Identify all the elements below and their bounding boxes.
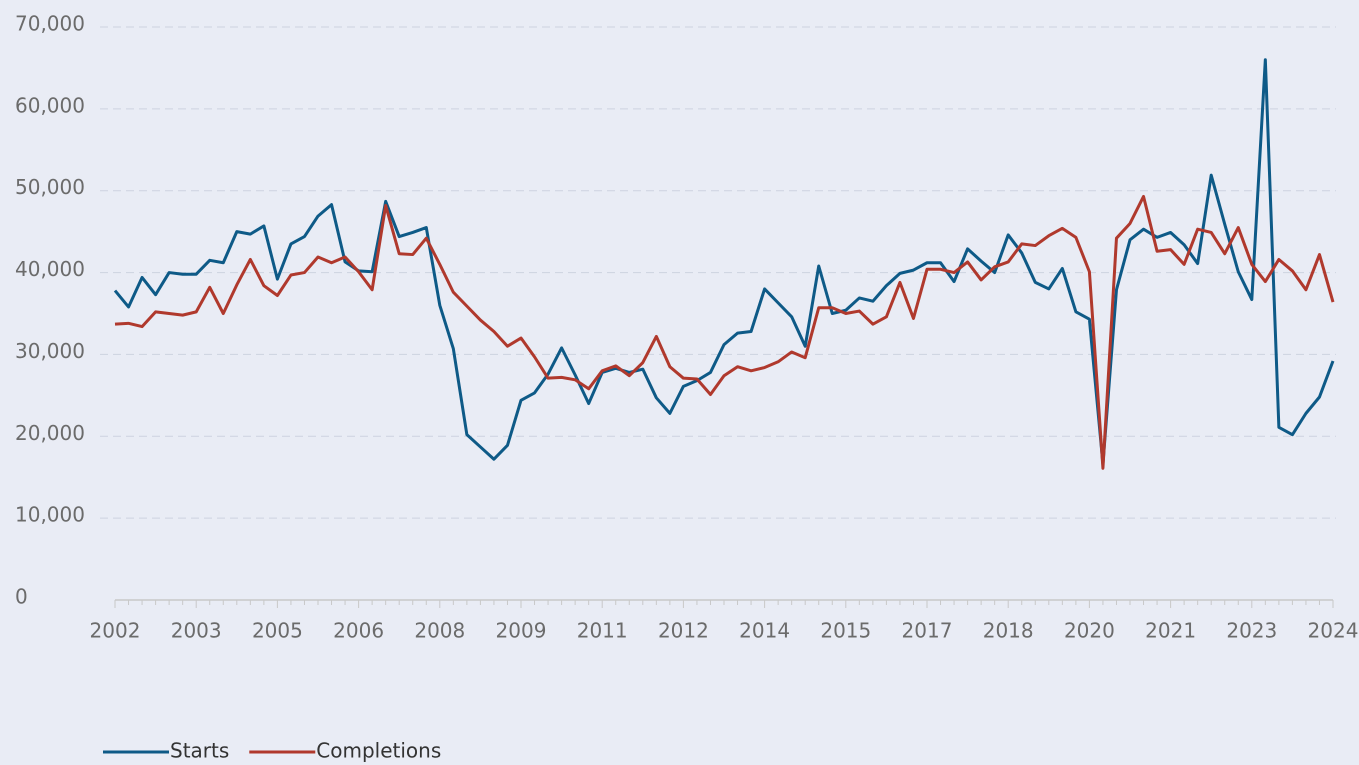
y-tick-label: 30,000 — [15, 339, 85, 363]
x-tick-label: 2009 — [496, 619, 547, 643]
y-tick-label: 10,000 — [15, 503, 85, 527]
x-tick-label: 2015 — [820, 619, 871, 643]
legend-label: Completions — [316, 739, 441, 763]
x-tick-label: 2002 — [90, 619, 141, 643]
x-tick-label: 2012 — [658, 619, 709, 643]
x-tick-label: 2006 — [333, 619, 384, 643]
x-tick-label: 2014 — [739, 619, 790, 643]
x-tick-label: 2008 — [414, 619, 465, 643]
y-tick-label: 70,000 — [15, 12, 85, 36]
x-tick-label: 2003 — [171, 619, 222, 643]
x-tick-label: 2024 — [1308, 619, 1359, 643]
x-tick-label: 2020 — [1064, 619, 1115, 643]
y-tick-label: 50,000 — [15, 175, 85, 199]
y-tick-label: 0 — [15, 585, 28, 609]
x-tick-label: 2017 — [902, 619, 953, 643]
y-tick-label: 60,000 — [15, 93, 85, 117]
y-tick-label: 40,000 — [15, 257, 85, 281]
y-tick-label: 20,000 — [15, 421, 85, 445]
series-line — [113, 58, 1335, 466]
x-tick-label: 2023 — [1226, 619, 1277, 643]
legend-label: Starts — [170, 739, 229, 763]
x-tick-label: 2018 — [983, 619, 1034, 643]
x-tick-label: 2005 — [252, 619, 303, 643]
x-tick-label: 2021 — [1145, 619, 1196, 643]
x-tick-label: 2011 — [577, 619, 628, 643]
series-line — [114, 194, 1335, 470]
